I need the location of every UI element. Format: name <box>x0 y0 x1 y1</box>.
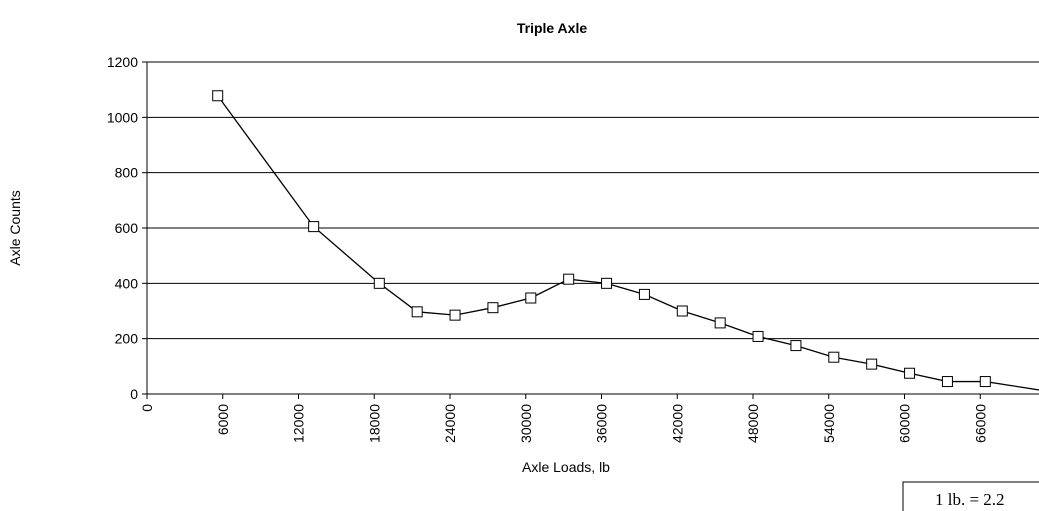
y-tick-label: 0 <box>130 386 138 402</box>
y-tick-label: 400 <box>115 275 139 291</box>
series-line <box>217 95 1039 391</box>
x-tick-label: 24000 <box>442 404 458 443</box>
annotation-box <box>902 481 1039 511</box>
x-tick-label: 36000 <box>594 404 610 443</box>
data-point <box>979 376 991 388</box>
annotation: 1 lb. = 2.2 <box>935 490 1005 509</box>
data-point <box>449 309 461 321</box>
y-tick-label: 800 <box>115 165 139 181</box>
data-point <box>212 90 224 102</box>
y-axis-label: Axle Counts <box>7 190 23 265</box>
x-tick-label: 48000 <box>745 404 761 443</box>
x-tick-label: 54000 <box>821 404 837 443</box>
y-tick-label: 1200 <box>107 54 138 70</box>
data-point <box>308 221 320 233</box>
y-tick-label: 600 <box>115 220 139 236</box>
data-point <box>411 306 423 318</box>
data-point <box>638 288 650 300</box>
data-point <box>487 302 499 314</box>
x-axis-label: Axle Loads, lb <box>522 459 610 475</box>
data-point <box>941 376 953 388</box>
data-point <box>828 351 840 363</box>
x-tick-label: 18000 <box>366 404 382 443</box>
x-tick-label: 30000 <box>518 404 534 443</box>
data-point <box>601 277 613 289</box>
data-point <box>714 317 726 329</box>
y-tick-label: 200 <box>115 331 139 347</box>
x-tick-label: 60000 <box>897 404 913 443</box>
data-point <box>866 358 878 370</box>
x-tick-label: 66000 <box>972 404 988 443</box>
data-point <box>563 273 575 285</box>
data-point <box>373 277 385 289</box>
x-tick-label: 12000 <box>291 404 307 443</box>
data-point <box>752 330 764 342</box>
data-point <box>904 367 916 379</box>
x-tick-label: 6000 <box>215 404 231 435</box>
x-tick-label: 0 <box>139 404 155 412</box>
y-tick-label: 1000 <box>107 109 138 125</box>
chart-title: Triple Axle <box>517 20 588 36</box>
data-point <box>790 340 802 352</box>
data-point <box>525 292 537 304</box>
x-tick-label: 42000 <box>669 404 685 443</box>
data-point <box>676 305 688 317</box>
